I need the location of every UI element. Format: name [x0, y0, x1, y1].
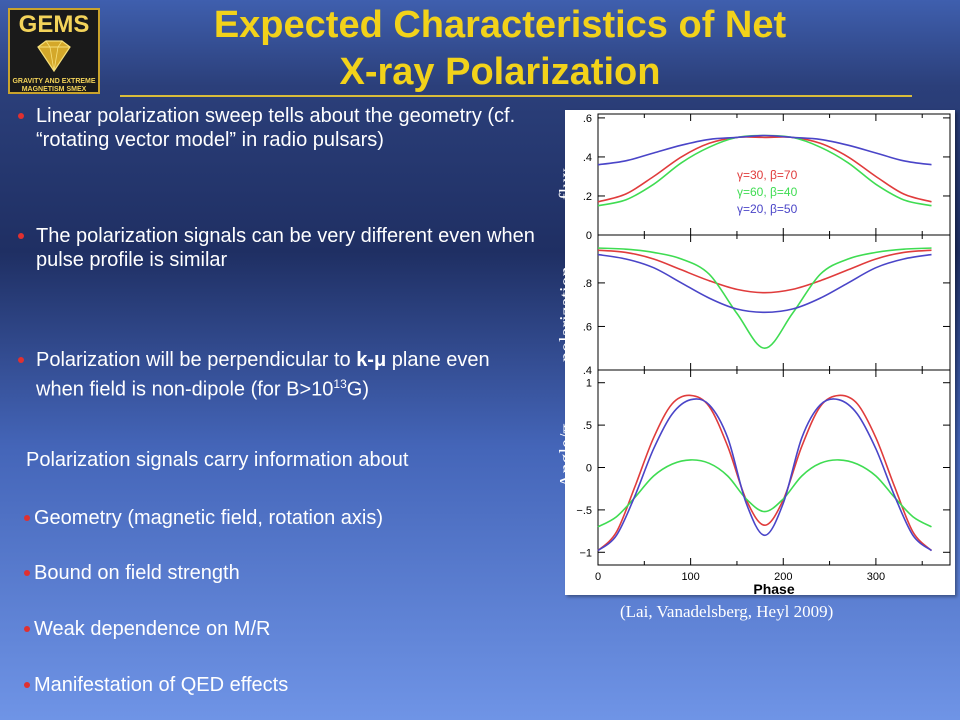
x-tick-label: 300 — [867, 571, 885, 583]
y-tick-label: .6 — [583, 113, 592, 125]
info-item: Geometry (magnetic field, rotation axis) — [24, 506, 383, 530]
y-tick-label: −1 — [579, 547, 592, 559]
x-tick-label: 0 — [595, 571, 601, 583]
citation: (Lai, Vanadelsberg, Heyl 2009) — [620, 602, 834, 621]
x-tick-label: 100 — [681, 571, 699, 583]
bullet-text-sup: 13 — [333, 377, 347, 391]
bullet-item: Polarization will be perpendicular to k-… — [18, 348, 538, 402]
bullet-text-end: G) — [346, 378, 369, 401]
legend-entry: γ=30, β=70 — [737, 168, 798, 182]
info-item: Manifestation of QED effects — [24, 673, 288, 697]
legend-entry: γ=60, β=40 — [737, 185, 798, 199]
y-tick-label: .8 — [583, 278, 592, 290]
y-tick-label: .4 — [583, 365, 592, 377]
series-line-green — [597, 247, 932, 350]
bullet-text-post: plane even when field is non-dipole (for… — [36, 349, 490, 401]
chart-figure: 0 .2 .4 .6 .4 .6 .8 −1 −.5 0 .5 1 0 100 200 300 Phase γ=3… — [565, 110, 955, 595]
bullet-dot-icon — [24, 515, 30, 521]
bullet-dot-icon — [18, 233, 24, 239]
info-item-text: Bound on field strength — [34, 562, 240, 584]
x-axis-label: Phase — [753, 581, 794, 595]
series-line-green — [597, 459, 932, 528]
bullet-dot-icon — [24, 682, 30, 688]
logo-tagline: GRAVITY AND EXTREME MAGNETISM SMEX — [12, 78, 96, 93]
series-line-red — [597, 249, 932, 294]
y-tick-label: 0 — [586, 230, 592, 242]
y-tick-label: 1 — [586, 378, 592, 390]
y-tick-label: .5 — [583, 420, 592, 432]
bullet-item: Linear polarization sweep tells about th… — [18, 104, 538, 152]
angle-axis-label: Angle/π — [556, 423, 578, 488]
polarization-axis-label: polarization — [556, 266, 578, 362]
panel-frame — [597, 369, 951, 566]
series-line-red — [597, 394, 933, 552]
slide-title: Expected Characteristics of Net X-ray Po… — [120, 2, 880, 96]
series-line-blue — [597, 398, 933, 552]
y-tick-label: .4 — [583, 152, 592, 164]
bullet-dot-icon — [24, 570, 30, 576]
legend-entry: γ=20, β=50 — [737, 202, 798, 216]
flux-axis-label: flux — [556, 167, 578, 200]
info-item-text: Geometry (magnetic field, rotation axis) — [34, 507, 384, 529]
y-tick-label: .2 — [583, 191, 592, 203]
series-line-blue — [597, 134, 932, 166]
info-item-text: Manifestation of QED effects — [34, 674, 289, 696]
title-line-1: Expected Characteristics of Net — [213, 4, 787, 46]
bullet-dot-icon — [24, 626, 30, 632]
title-divider — [120, 95, 912, 97]
info-heading: Polarization signals carry information a… — [26, 449, 409, 471]
bullet-dot-icon — [18, 357, 24, 363]
bullet-text: Linear polarization sweep tells about th… — [36, 105, 516, 151]
bullet-dot-icon — [18, 113, 24, 119]
panel-frame — [597, 234, 951, 371]
bullet-item: The polarization signals can be very dif… — [18, 224, 538, 272]
info-item: Weak dependence on M/R — [24, 617, 270, 641]
title-line-2: X-ray Polarization — [339, 51, 661, 93]
bullet-text-pre: Polarization will be perpendicular to — [36, 349, 357, 371]
bullet-text: The polarization signals can be very dif… — [36, 225, 535, 271]
chart-svg: 0 .2 .4 .6 .4 .6 .8 −1 −.5 0 .5 1 0 100 200 300 Phase γ=3… — [576, 113, 951, 595]
info-item: Bound on field strength — [24, 561, 240, 585]
x-tick-label: 200 — [774, 571, 792, 583]
logo-text: GEMS — [18, 11, 90, 38]
series-line-blue — [597, 253, 932, 314]
y-tick-label: −.5 — [576, 505, 592, 517]
info-item-text: Weak dependence on M/R — [34, 618, 271, 640]
gems-logo: GEMS GRAVITY AND EXTREME MAGNETISM SMEX — [8, 8, 100, 94]
bullet-text-bold: k-μ — [356, 349, 387, 371]
y-tick-label: 0 — [586, 463, 592, 475]
y-tick-label: .6 — [583, 321, 592, 333]
diamond-icon — [37, 40, 71, 73]
series-line-red — [597, 136, 932, 203]
